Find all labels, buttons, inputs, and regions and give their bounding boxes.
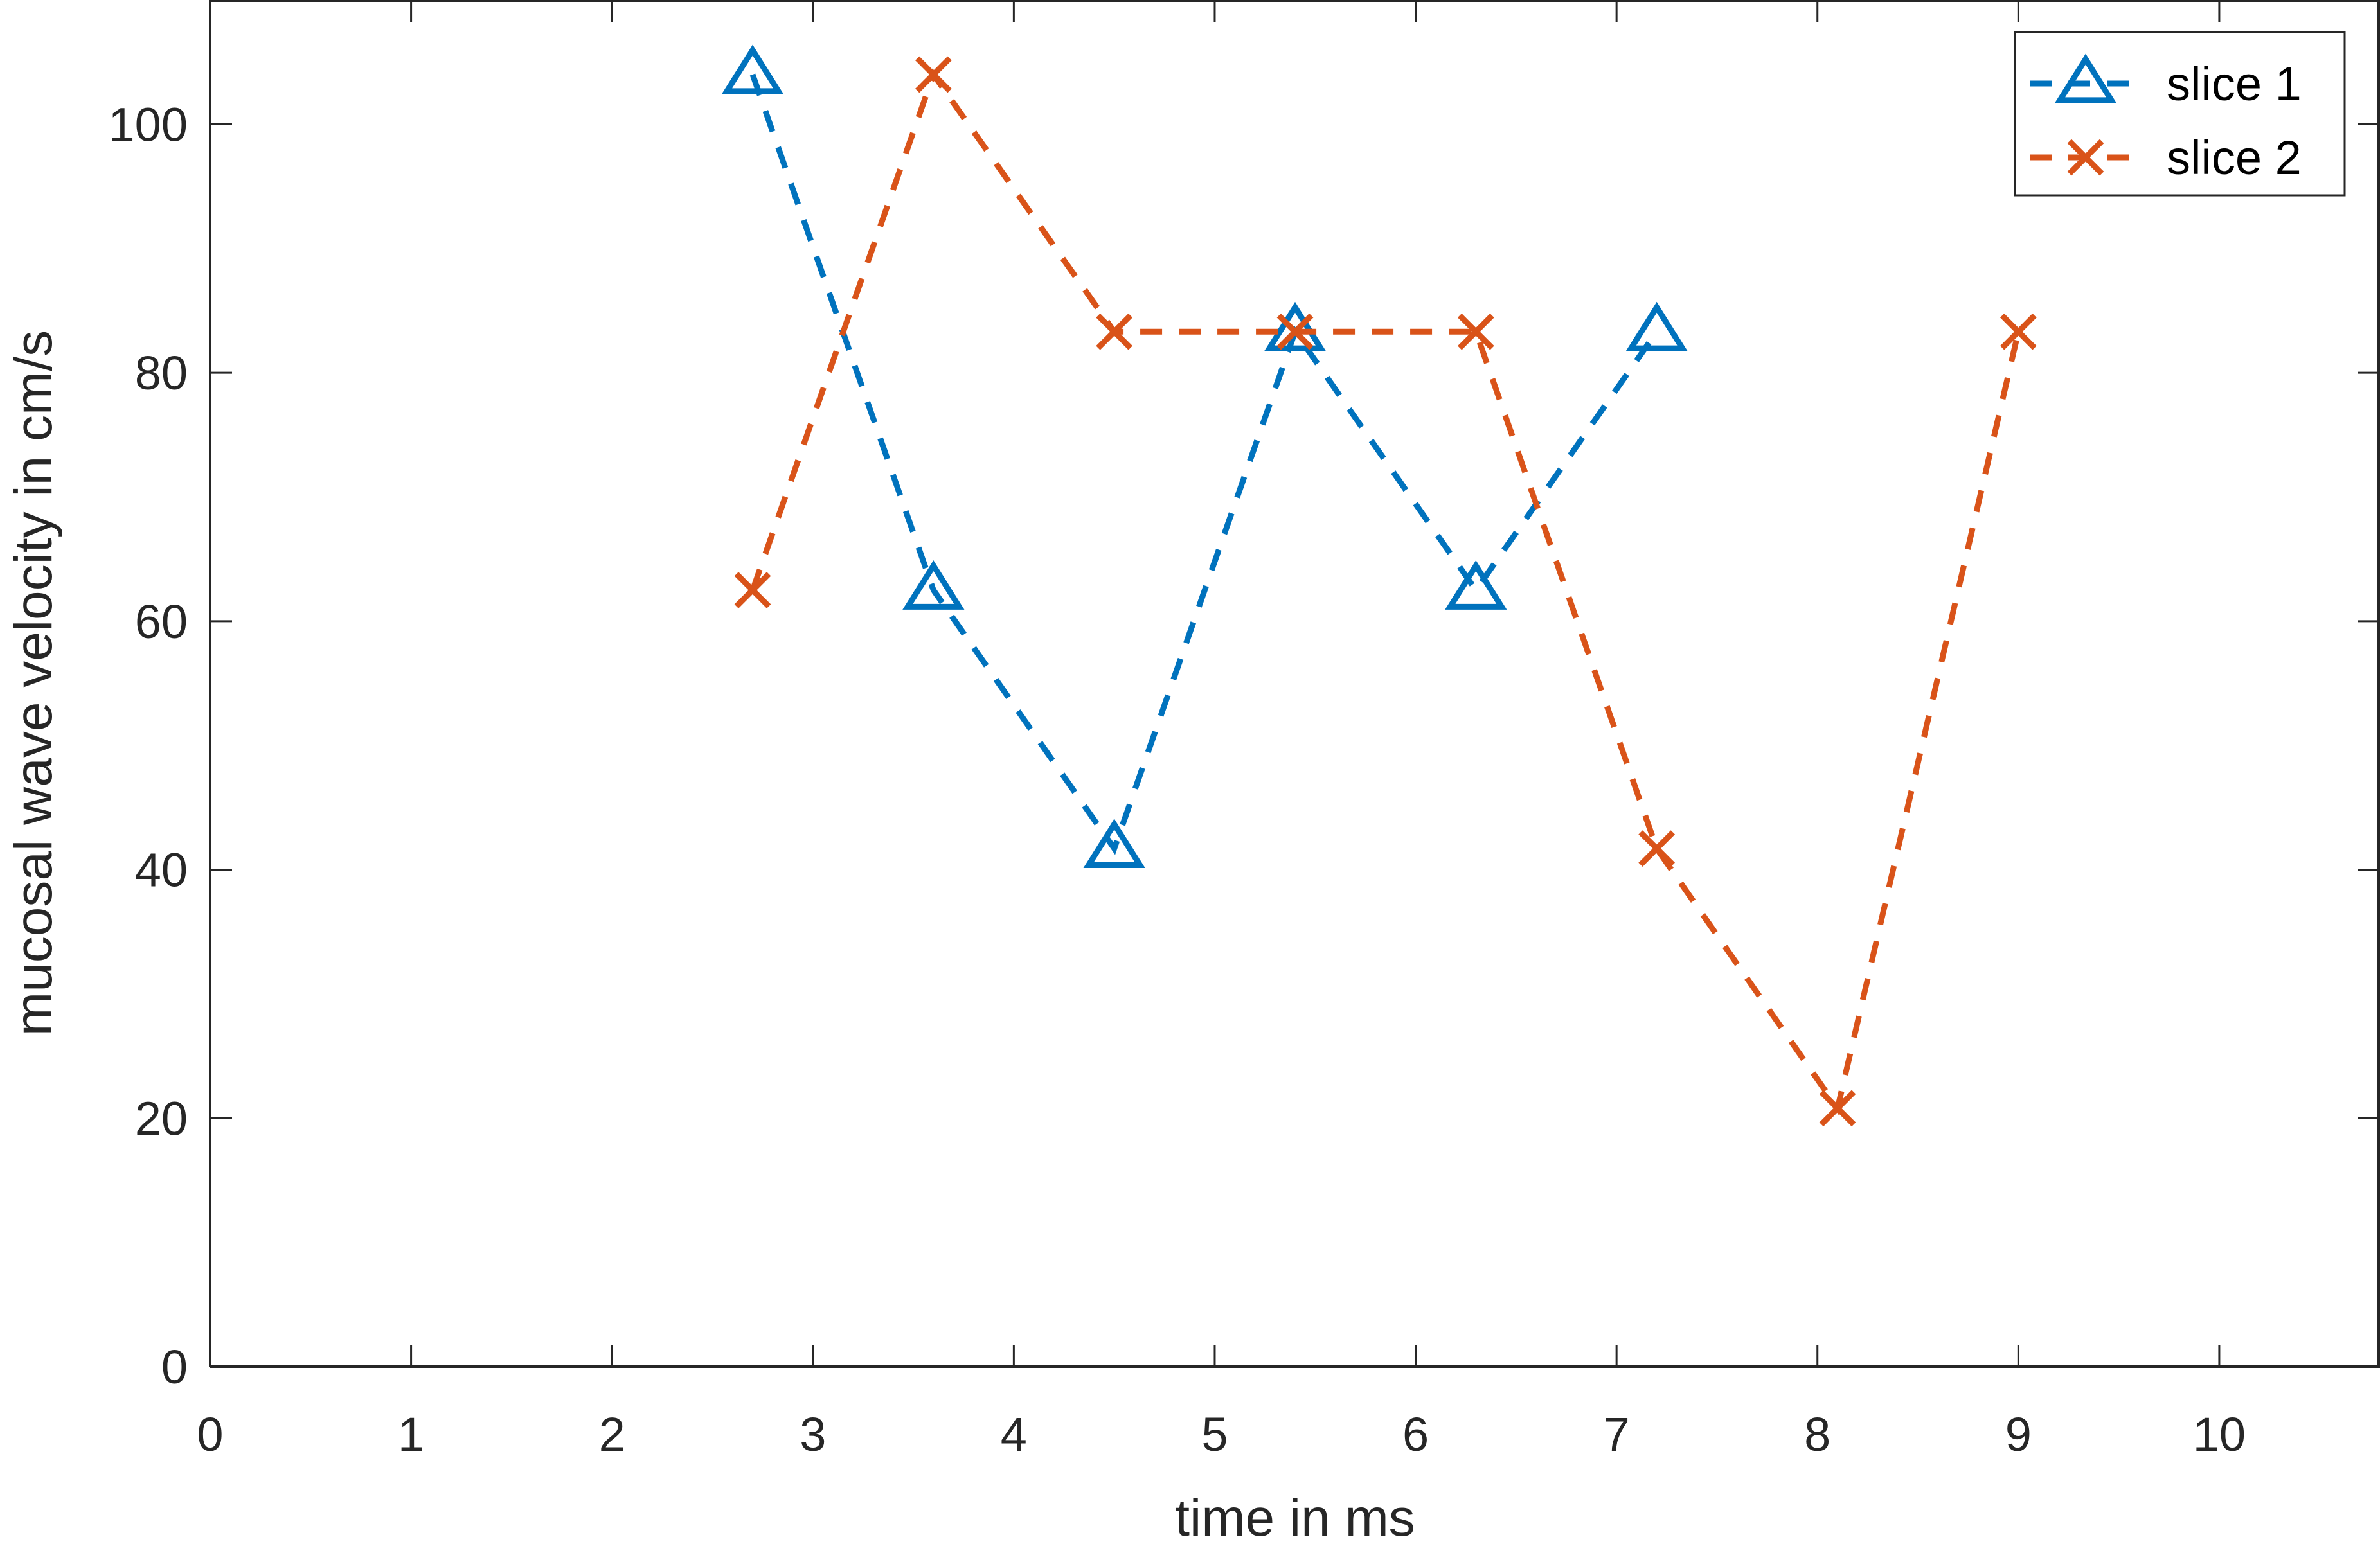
data-point-triangle [721,44,784,94]
x-tick-label: 2 [599,1408,625,1461]
x-tick-label: 0 [197,1408,223,1461]
y-tick-label: 20 [135,1092,188,1145]
data-point-triangle [902,560,965,610]
legend-box [2014,31,2346,197]
series-line [749,73,1660,855]
data-point-cross [1638,830,1676,867]
x-tick-label: 1 [398,1408,424,1461]
plot-frame [209,0,2380,1368]
y-tick-label: 100 [109,98,188,151]
x-tick-label: 8 [1804,1408,1830,1461]
x-tick-label: 10 [2193,1408,2246,1461]
series-line [749,68,2021,1115]
x-tick-label: 4 [1001,1408,1027,1461]
series-1 [721,44,1688,869]
x-tick-label: 7 [1604,1408,1630,1461]
legend-label: slice 1 [2167,57,2302,111]
series-2 [734,56,2037,1127]
data-point-triangle [1264,301,1327,351]
legend-label: slice 2 [2167,131,2302,184]
data-point-cross [2000,313,2037,350]
data-point-cross [734,572,771,608]
legend: slice 1 slice 2 [2014,31,2346,197]
plot-area [210,0,2380,1367]
y-tick-label: 60 [135,595,188,648]
y-tick-label: 40 [135,844,188,897]
x-tick-label: 6 [1402,1408,1429,1461]
data-point-triangle [1445,560,1507,610]
y-tick-label: 80 [135,346,188,400]
series-layer [721,44,2037,1127]
data-point-cross [1096,313,1133,350]
data-point-cross [1457,313,1494,350]
legend-marker-cross [2067,139,2104,176]
data-point-triangle [1625,301,1688,351]
legend-marker-triangle [2054,53,2117,103]
x-tick-label: 9 [2005,1408,2032,1461]
data-point-triangle [1083,819,1145,869]
x-tick-label: 5 [1201,1408,1228,1461]
x-axis-title: time in ms [1175,1489,1415,1544]
x-tick-label: 3 [800,1408,826,1461]
data-point-cross [1276,313,1314,350]
y-tick-label: 0 [161,1340,188,1394]
data-point-cross [915,56,952,93]
y-axis-title: mucosal wave velocity in cm/s [4,330,63,1036]
legend-item-1: slice 1 [2030,53,2302,111]
legend-item-2: slice 2 [2030,131,2302,184]
data-point-cross [1819,1090,1856,1127]
